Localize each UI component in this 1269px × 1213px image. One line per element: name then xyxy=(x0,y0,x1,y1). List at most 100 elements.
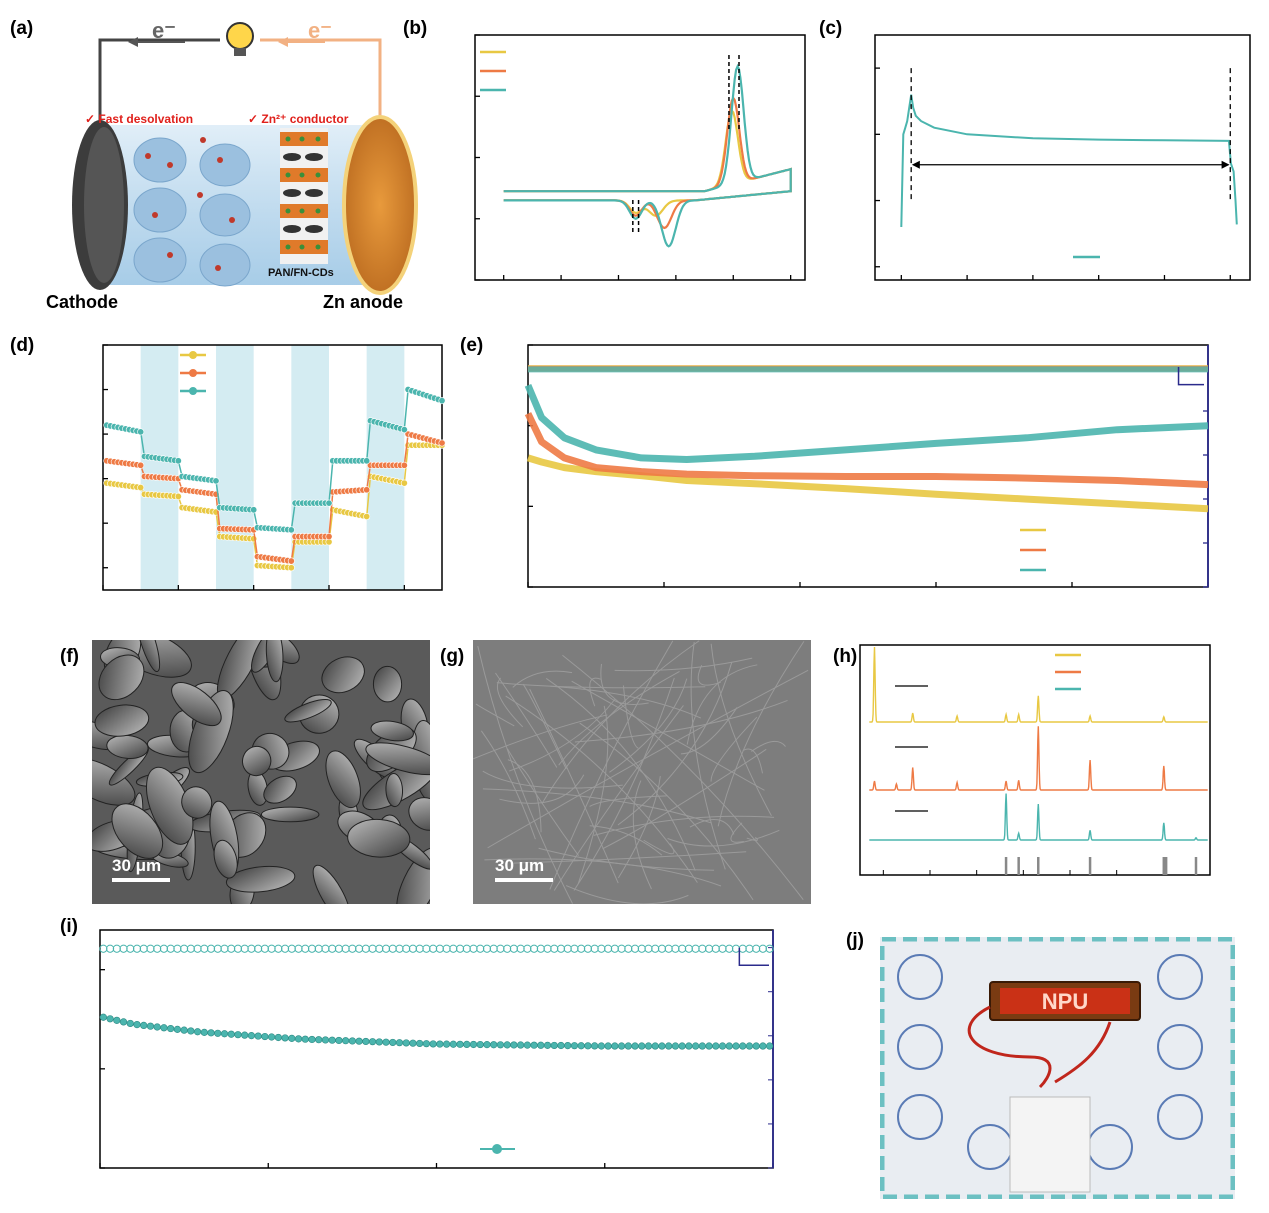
ce-point xyxy=(301,944,310,953)
capacity-point xyxy=(261,1032,269,1041)
nanofiber xyxy=(589,825,663,856)
rate-point xyxy=(325,499,333,507)
capacity-point xyxy=(375,1038,383,1046)
panel-label-g: (g) xyxy=(440,646,465,667)
nanofiber xyxy=(742,748,763,774)
capacity-point xyxy=(678,1042,686,1050)
rate-point xyxy=(400,461,408,469)
coating-layer xyxy=(280,128,328,264)
panel-label-c: (c) xyxy=(819,18,843,39)
ce-point xyxy=(604,944,613,953)
ce-point xyxy=(630,944,640,953)
ce-point xyxy=(704,944,714,953)
capacity-point xyxy=(99,1013,107,1021)
ce-point xyxy=(126,944,135,953)
ce-point xyxy=(206,944,216,953)
nanofiber xyxy=(522,683,567,770)
ce-point xyxy=(105,944,115,953)
schematic-panel: e⁻ e⁻ xyxy=(40,10,420,320)
ce-point xyxy=(583,944,593,953)
ce-point xyxy=(731,944,741,953)
xrd-chart xyxy=(859,644,1211,876)
ce-point xyxy=(684,944,693,953)
ce-point xyxy=(146,944,155,953)
npu-photo-svg: NPU xyxy=(879,936,1236,1200)
nanofiber xyxy=(480,730,536,840)
capacity-point xyxy=(712,1042,720,1050)
nanofiber xyxy=(549,640,674,890)
ce-point xyxy=(765,944,774,953)
voltage-time-chart xyxy=(874,34,1251,281)
ce-point xyxy=(577,944,586,953)
capacity-point xyxy=(543,1041,552,1049)
zn-flake xyxy=(347,818,411,858)
panel-label-i: (i) xyxy=(60,916,78,937)
capacity-point xyxy=(254,1032,262,1040)
panel-label-d: (d) xyxy=(10,335,35,356)
capacity-point xyxy=(409,1039,417,1047)
capacity-point xyxy=(106,1015,114,1023)
capacity-point xyxy=(389,1038,397,1047)
capacity-point xyxy=(315,1036,323,1044)
ce-point xyxy=(516,944,525,953)
ce-point xyxy=(678,944,687,953)
ce-point xyxy=(529,944,539,953)
capacity-point xyxy=(476,1040,484,1049)
capacity-point xyxy=(469,1040,478,1049)
ce-point xyxy=(348,944,357,953)
ce-point xyxy=(758,944,768,953)
capacity-band-2 xyxy=(524,383,1209,463)
plot-frame xyxy=(99,929,774,1169)
capacity-point xyxy=(153,1023,161,1031)
zn-flake xyxy=(92,757,136,806)
ce-point xyxy=(698,944,707,953)
scalebar-f: 30 μm xyxy=(112,856,170,882)
nanofiber xyxy=(562,654,804,900)
capacity-point xyxy=(557,1041,565,1050)
panel-label-a: (a) xyxy=(10,18,34,39)
rate-point xyxy=(137,428,145,436)
capacity-point xyxy=(247,1032,256,1040)
capacity-point xyxy=(490,1041,498,1049)
ce-point xyxy=(280,944,290,953)
nanofiber xyxy=(609,678,688,773)
capacity-point xyxy=(321,1036,330,1044)
rest-arrow-head-right xyxy=(1221,160,1230,169)
ce-point xyxy=(341,944,350,953)
ce-point xyxy=(509,944,518,953)
ce-point xyxy=(355,944,364,953)
capacity-point xyxy=(718,1042,727,1050)
nanofiber xyxy=(507,759,542,833)
nanofiber xyxy=(496,677,524,728)
rate-point xyxy=(137,461,145,469)
ce-point xyxy=(550,944,559,953)
rate-performance-chart xyxy=(102,344,446,591)
ce-point xyxy=(556,944,566,953)
ce-point xyxy=(132,944,142,953)
capacity-point xyxy=(234,1031,242,1039)
ce-point xyxy=(644,944,653,953)
photo-frame xyxy=(879,936,1236,1200)
capacity-point xyxy=(456,1040,464,1048)
capacity-point xyxy=(355,1037,363,1045)
ce-point xyxy=(637,944,646,953)
nanofiber xyxy=(614,657,753,672)
rate-point xyxy=(363,486,371,494)
rate-band xyxy=(140,345,179,590)
capacity-point xyxy=(766,1042,774,1050)
rate-point xyxy=(174,492,182,500)
ce-point xyxy=(489,944,498,953)
zn-flake xyxy=(135,640,161,673)
nanofiber xyxy=(529,688,619,884)
capacity-point xyxy=(220,1030,229,1038)
capacity-point xyxy=(651,1042,659,1050)
ce-point xyxy=(368,944,377,953)
ce-point xyxy=(153,944,162,953)
nanofiber xyxy=(600,663,649,705)
university-logo xyxy=(897,1024,943,1070)
rate-point xyxy=(212,477,220,485)
zn-flake xyxy=(372,665,403,703)
capacity-point xyxy=(281,1034,289,1042)
sem-image-coated-zn: 30 μm xyxy=(473,640,811,904)
ce-point xyxy=(725,944,734,953)
